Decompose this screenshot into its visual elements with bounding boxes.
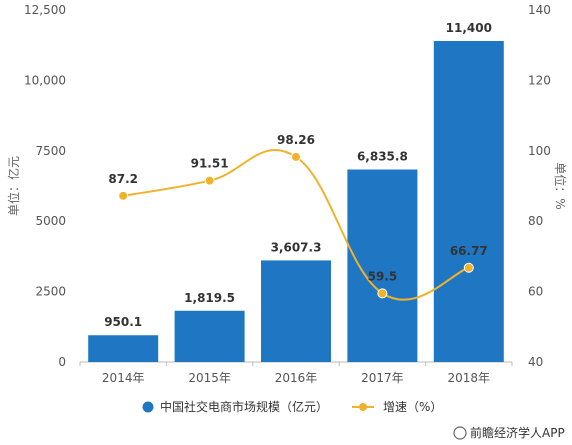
line-value-label: 91.51 [191, 157, 229, 171]
paw-icon [453, 426, 467, 440]
source-text: 前瞻经济学人APP [470, 425, 565, 440]
growth-line-path [123, 149, 470, 301]
line-point [291, 151, 301, 162]
legend-bar-label: 中国社交电商市场规模（亿元） [160, 399, 328, 414]
x-tick-label: 2018年 [448, 371, 491, 385]
bar-value-label: 11,400 [446, 21, 492, 35]
line-point [204, 175, 215, 186]
bar [174, 310, 245, 362]
y-left-tick-label: 12,500 [24, 3, 66, 17]
axes: 0 2500 5000 7500 10,000 12,500 40 60 80 100 120 140… [6, 3, 568, 385]
x-tick-label: 2014年 [102, 371, 145, 385]
y-left-axis-title: 单位：亿元 [6, 156, 21, 216]
y-left-tick-label: 0 [58, 355, 66, 369]
bar-value-label: 950.1 [104, 315, 142, 329]
y-right-axis-title: 单位：% [553, 162, 568, 209]
y-left-tick-label: 5000 [35, 214, 66, 228]
y-left-tick-label: 10,000 [24, 73, 66, 87]
bar [261, 260, 331, 362]
source-credit: 前瞻经济学人APP [453, 425, 565, 440]
bar [88, 335, 159, 362]
bar-value-label: 1,819.5 [184, 291, 235, 305]
line-point [118, 190, 129, 201]
bar-value-label: 3,607.3 [271, 240, 322, 254]
bar [433, 40, 504, 362]
x-tick-label: 2017年 [361, 371, 404, 385]
y-right-tick-label: 140 [528, 3, 551, 17]
line-value-label: 66.77 [450, 244, 488, 258]
bars [88, 40, 504, 362]
y-right-tick-label: 80 [528, 214, 543, 228]
legend-line-label: 增速（%） [383, 400, 442, 414]
growth-line [118, 149, 474, 301]
legend-line-dot [359, 403, 367, 411]
data-labels: 950.1 1,819.5 3,607.3 6,835.8 11,400 87.2 91.5… [104, 21, 492, 329]
line-value-label: 87.2 [108, 172, 138, 186]
x-tick-label: 2016年 [275, 371, 318, 385]
y-right-tick-label: 40 [528, 355, 543, 369]
y-right-tick-label: 120 [528, 73, 551, 87]
y-right-tick-label: 100 [528, 144, 551, 158]
legend: 中国社交电商市场规模（亿元） 增速（%） [142, 399, 442, 414]
y-left-tick-label: 7500 [35, 144, 66, 158]
bar [347, 169, 418, 362]
y-left-tick-label: 2500 [35, 285, 66, 299]
line-point [377, 288, 388, 299]
y-right-tick-label: 60 [528, 285, 543, 299]
bar-value-label: 6,835.8 [357, 150, 408, 164]
x-tick-label: 2015年 [188, 371, 231, 385]
line-point [463, 262, 474, 273]
line-value-label: 98.26 [277, 133, 315, 147]
line-value-label: 59.5 [368, 269, 398, 283]
legend-bar-marker [142, 401, 154, 413]
